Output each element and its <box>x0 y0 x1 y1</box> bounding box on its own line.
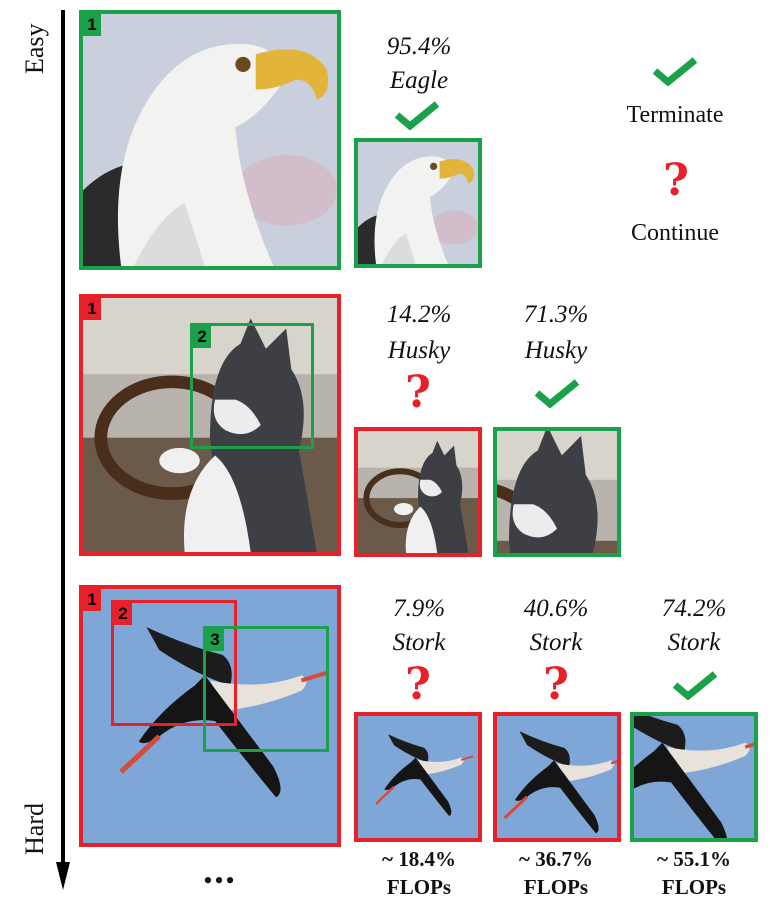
crop-tag: 1 <box>83 589 101 611</box>
step-label: Husky <box>387 337 451 364</box>
step-label: Stork <box>529 629 583 656</box>
check-icon <box>392 100 442 130</box>
check-icon <box>650 56 700 86</box>
question-icon: ? <box>663 155 689 206</box>
axis-label-hard: Hard <box>20 803 49 855</box>
flops-unit: FLOPs <box>523 875 589 899</box>
crop-region-3: 3 <box>203 626 329 752</box>
crop-tag: 1 <box>83 298 101 320</box>
crop-tag: 1 <box>83 14 101 36</box>
step-confidence: 74.2% <box>661 595 727 622</box>
flops-unit: FLOPs <box>386 875 452 899</box>
stork-crop-2 <box>493 712 621 842</box>
step-confidence: 7.9% <box>392 595 446 622</box>
step-confidence: 71.3% <box>523 301 589 328</box>
step-label: Stork <box>667 629 721 656</box>
step-confidence: 95.4% <box>386 33 452 60</box>
flops-value: ~ 18.4% <box>382 847 456 871</box>
stork-input-image: 1 <box>79 585 341 847</box>
legend-terminate: Terminate <box>626 102 724 128</box>
flops-value: ~ 36.7% <box>519 847 593 871</box>
crop-region-2: 2 <box>190 323 314 449</box>
difficulty-axis <box>56 10 70 890</box>
crop-tag: 2 <box>114 603 132 625</box>
legend-continue: Continue <box>631 220 719 246</box>
crop-region-2: 2 <box>111 600 237 726</box>
step-label: Husky <box>524 337 588 364</box>
check-icon <box>532 378 582 408</box>
step-confidence: 14.2% <box>386 301 452 328</box>
eagle-crop-1 <box>354 138 482 268</box>
husky-input-image: 1 <box>79 294 341 556</box>
check-icon <box>670 670 720 700</box>
crop-tag: 3 <box>206 629 224 651</box>
step-label: Eagle <box>389 67 449 94</box>
question-icon: ? <box>543 659 569 710</box>
ellipsis: ••• <box>203 866 237 895</box>
crop-tag: 2 <box>193 326 211 348</box>
question-icon: ? <box>405 659 431 710</box>
flops-value: ~ 55.1% <box>657 847 731 871</box>
husky-crop-2 <box>493 427 621 557</box>
question-icon: ? <box>405 367 431 418</box>
husky-crop-1 <box>354 427 482 557</box>
eagle-input-image: 1 <box>79 10 341 270</box>
axis-label-easy: Easy <box>20 23 49 74</box>
step-label: Stork <box>392 629 446 656</box>
stork-crop-1 <box>354 712 482 842</box>
step-confidence: 40.6% <box>523 595 589 622</box>
flops-unit: FLOPs <box>661 875 727 899</box>
stork-crop-3 <box>630 712 758 842</box>
